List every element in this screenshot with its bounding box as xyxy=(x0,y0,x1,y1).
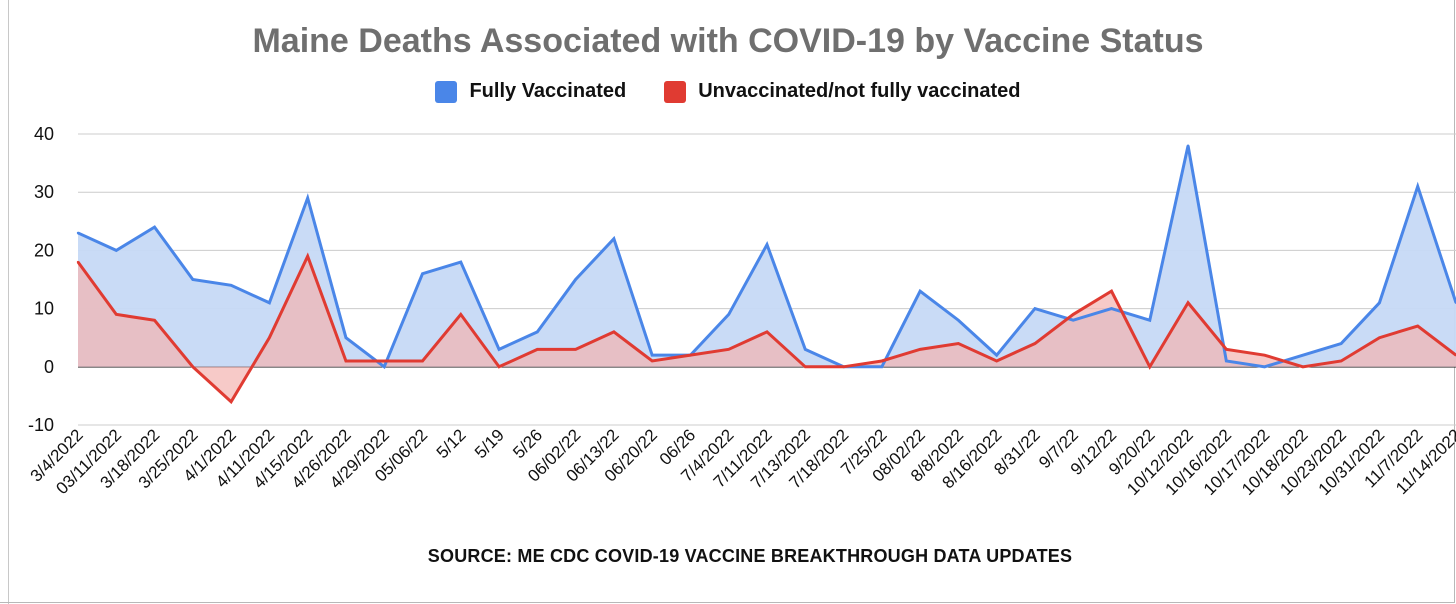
data-point xyxy=(1263,365,1266,368)
legend-swatch-red xyxy=(664,80,687,103)
data-point xyxy=(1186,144,1190,147)
data-point xyxy=(1072,319,1075,322)
data-point xyxy=(536,330,539,334)
data-point xyxy=(383,365,386,368)
legend-label-unvaccinated: Unvaccinated/not fully vaccinated xyxy=(698,80,1021,102)
data-point xyxy=(1225,348,1228,351)
data-point xyxy=(115,313,118,316)
data-point xyxy=(842,365,845,368)
data-point xyxy=(1033,307,1037,310)
data-point xyxy=(497,348,501,351)
data-point xyxy=(76,260,80,264)
legend: Fully Vaccinated Unvaccinated/not fully … xyxy=(0,80,1456,103)
data-point xyxy=(1339,359,1343,363)
data-point xyxy=(459,260,462,264)
data-point xyxy=(191,278,195,281)
data-point xyxy=(153,319,156,322)
data-point xyxy=(1378,336,1381,339)
y-axis-ticks: -10 0 10 20 30 40 xyxy=(28,124,54,435)
legend-label-fully-vaccinated: Fully Vaccinated xyxy=(469,80,627,102)
data-point xyxy=(995,353,998,357)
data-point xyxy=(918,289,922,293)
x-tick-label: 5/12 xyxy=(433,425,470,462)
y-tick-label: 20 xyxy=(34,240,54,260)
x-tick-label: 5/19 xyxy=(471,425,508,462)
data-point xyxy=(612,330,616,334)
data-point xyxy=(880,359,884,363)
data-point xyxy=(383,359,386,363)
data-point xyxy=(880,365,884,368)
data-point xyxy=(191,365,195,368)
data-point xyxy=(344,359,348,363)
data-point xyxy=(229,400,233,403)
data-point xyxy=(421,359,424,363)
data-point xyxy=(1416,324,1419,328)
data-point xyxy=(1148,365,1151,368)
data-point xyxy=(995,359,998,363)
data-point xyxy=(612,237,616,240)
data-point xyxy=(689,353,692,357)
data-point xyxy=(306,196,309,200)
data-point xyxy=(650,359,654,363)
data-point xyxy=(1301,353,1305,357)
data-point xyxy=(804,348,807,351)
data-point xyxy=(1148,319,1151,322)
data-point xyxy=(268,301,271,304)
data-point xyxy=(76,231,80,235)
data-point xyxy=(1339,342,1343,345)
data-point xyxy=(804,365,807,368)
data-point xyxy=(957,319,960,322)
data-point xyxy=(1186,301,1190,304)
data-point xyxy=(727,313,730,316)
data-point xyxy=(1263,353,1266,357)
data-point xyxy=(574,278,577,281)
source-note: SOURCE: ME CDC COVID-19 VACCINE BREAKTHR… xyxy=(427,546,1073,566)
data-point xyxy=(268,336,271,339)
data-point xyxy=(574,348,577,351)
data-point xyxy=(229,284,233,287)
data-point xyxy=(153,225,156,229)
y-tick-label: -10 xyxy=(28,415,54,435)
data-point xyxy=(1378,301,1381,304)
chart-title: Maine Deaths Associated with COVID-19 by… xyxy=(252,22,1204,60)
legend-item-fully-vaccinated[interactable]: Fully Vaccinated xyxy=(435,80,626,103)
y-tick-label: 0 xyxy=(44,357,54,377)
data-point xyxy=(1033,342,1037,345)
data-point xyxy=(918,348,922,351)
data-point xyxy=(1110,289,1113,293)
data-point xyxy=(1416,185,1419,188)
data-point xyxy=(1072,313,1075,316)
y-tick-label: 40 xyxy=(34,124,54,144)
data-point xyxy=(536,348,539,351)
data-point xyxy=(765,330,769,334)
data-point xyxy=(1301,365,1305,368)
series-lines xyxy=(76,144,1456,405)
x-axis-ticks: 3/4/202203/11/20223/18/20223/25/20224/1/… xyxy=(27,425,1456,499)
data-point xyxy=(421,272,424,275)
data-point xyxy=(306,255,309,258)
data-point xyxy=(765,243,769,246)
data-point xyxy=(1225,359,1228,363)
data-point xyxy=(115,249,118,252)
frame-left-edge xyxy=(8,0,9,604)
data-point xyxy=(497,365,501,368)
data-point xyxy=(1110,307,1113,310)
y-tick-label: 30 xyxy=(34,182,54,202)
data-point xyxy=(727,348,730,351)
legend-item-unvaccinated[interactable]: Unvaccinated/not fully vaccinated xyxy=(664,80,1021,103)
data-point xyxy=(957,342,960,345)
data-point xyxy=(344,336,348,339)
data-point xyxy=(459,313,462,316)
y-tick-label: 10 xyxy=(34,299,54,319)
legend-swatch-blue xyxy=(435,80,458,103)
data-point xyxy=(650,353,654,357)
